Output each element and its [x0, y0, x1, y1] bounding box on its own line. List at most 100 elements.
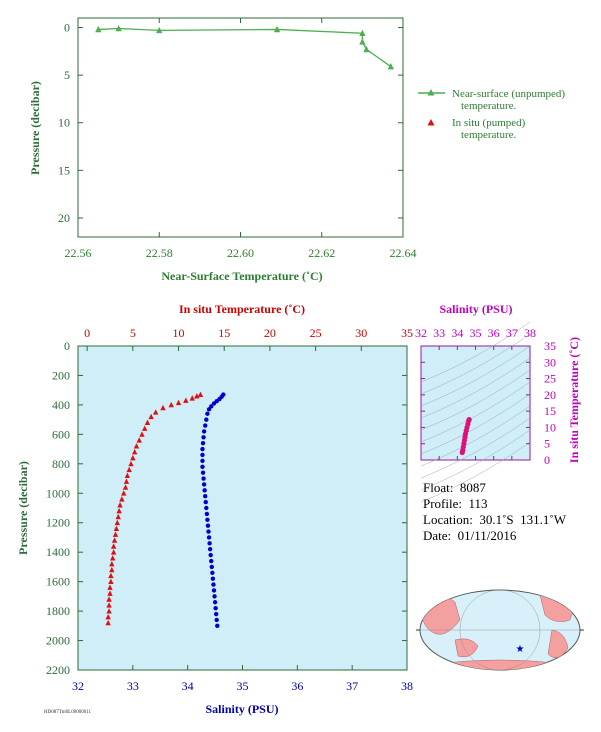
temperature-point — [117, 502, 123, 508]
near-surface-point — [156, 26, 163, 34]
near-surface-point — [363, 45, 370, 53]
y-tick-label: 20 — [58, 211, 70, 225]
salinity-point — [200, 441, 206, 446]
density-contour — [420, 381, 531, 443]
ts-point — [466, 417, 472, 423]
pressure-tick-label: 1600 — [46, 575, 70, 589]
temperature-point — [106, 608, 112, 614]
temperature-point — [114, 519, 120, 526]
temperature-point — [109, 560, 115, 567]
sal-tick-label: 36 — [291, 679, 303, 693]
temperature-point — [106, 596, 112, 602]
salinity-point — [214, 617, 219, 623]
near-surface-point — [115, 24, 122, 32]
temperature-point — [109, 566, 115, 573]
map-land-australia — [454, 638, 479, 658]
temperature-point — [130, 454, 136, 461]
density-contour — [420, 441, 531, 503]
pressure-tick-label: 400 — [52, 398, 70, 412]
density-contour — [420, 393, 531, 455]
temperature-point — [110, 543, 117, 549]
pressure-tick-label: 1800 — [46, 604, 70, 618]
world-map: ★ — [416, 589, 584, 671]
density-contour — [420, 429, 531, 491]
x-tick-label: 22.58 — [146, 246, 173, 260]
temperature-point — [111, 537, 118, 543]
near-surface-point — [95, 25, 102, 33]
temp-tick-label: 15 — [218, 326, 230, 340]
salinity-point — [204, 417, 209, 422]
ts-x-tick-label: 34 — [451, 326, 463, 340]
salinity-point — [211, 588, 217, 593]
near-surface-x-label: Near-Surface Temperature (˚C) — [161, 269, 322, 283]
ts-y-tick-label: 15 — [544, 404, 556, 418]
temperature-point — [139, 431, 145, 437]
profile-plot-area — [77, 345, 408, 671]
profile-top-x-label: In situ Temperature (˚C) — [179, 302, 305, 316]
salinity-point — [201, 482, 207, 487]
map-land-south-america — [547, 629, 569, 659]
ts-plot-area — [420, 345, 531, 461]
x-tick-label: 22.60 — [227, 246, 254, 260]
salinity-point — [204, 505, 209, 511]
profile-date: Date: 01/11/2016 — [423, 528, 517, 543]
salinity-point — [206, 535, 212, 540]
footer-code: HD087Tm0L00000011 — [44, 710, 92, 715]
salinity-point — [200, 458, 205, 464]
temperature-point — [107, 584, 113, 590]
ts-y-label: In situ Temperature (˚C) — [567, 337, 581, 463]
ts-y-tick-label: 10 — [544, 420, 556, 434]
near-surface-point — [359, 38, 366, 45]
salinity-point — [203, 423, 208, 428]
salinity-point — [203, 494, 208, 499]
density-contour — [420, 333, 531, 395]
salinity-point — [215, 623, 220, 629]
salinity-point — [201, 429, 207, 434]
temperature-point — [160, 404, 166, 411]
temp-tick-label: 20 — [264, 326, 276, 340]
temperature-point — [122, 484, 129, 490]
density-contour — [420, 321, 531, 383]
float-location: Location: 30.1˚S 131.1˚W — [423, 512, 566, 527]
salinity-point — [202, 488, 207, 493]
salinity-point — [201, 476, 206, 481]
ts-x-tick-label: 33 — [433, 326, 445, 340]
temperature-point — [113, 525, 120, 532]
temperature-point — [142, 425, 148, 431]
temperature-point — [110, 549, 117, 555]
temperature-point — [197, 391, 204, 397]
profile-y-label: Pressure (decibar) — [16, 461, 30, 555]
y-tick-label: 15 — [58, 163, 70, 177]
temp-tick-label: 10 — [173, 326, 185, 340]
profile-bottom-x-label: Salinity (PSU) — [205, 702, 278, 716]
salinity-point — [213, 605, 218, 611]
legend-marker-near-surface — [427, 89, 435, 96]
temperature-point — [115, 513, 121, 520]
salinity-point — [203, 499, 208, 505]
salinity-point — [205, 411, 210, 416]
sal-tick-label: 37 — [346, 679, 358, 693]
temperature-point — [126, 466, 132, 473]
temp-tick-label: 0 — [84, 326, 90, 340]
salinity-point — [204, 511, 210, 517]
salinity-point — [212, 600, 218, 605]
salinity-point — [209, 564, 214, 570]
salinity-point — [207, 541, 212, 546]
x-tick-label: 22.62 — [308, 246, 335, 260]
temperature-point — [133, 443, 140, 449]
legend-label-near-surface-2: temperature. — [461, 100, 517, 112]
y-tick-label: 10 — [58, 116, 70, 130]
temp-tick-label: 25 — [310, 326, 322, 340]
float-location-marker: ★ — [516, 644, 525, 655]
near-surface-point — [387, 63, 394, 70]
temperature-point — [152, 409, 159, 415]
pressure-tick-label: 1400 — [46, 545, 70, 559]
salinity-point — [201, 435, 206, 440]
pressure-tick-label: 0 — [64, 339, 70, 353]
ts-x-tick-label: 35 — [470, 326, 482, 340]
pressure-tick-label: 2200 — [46, 663, 70, 677]
density-contours — [420, 321, 531, 503]
temperature-point — [124, 472, 131, 478]
temperature-point — [116, 507, 122, 514]
